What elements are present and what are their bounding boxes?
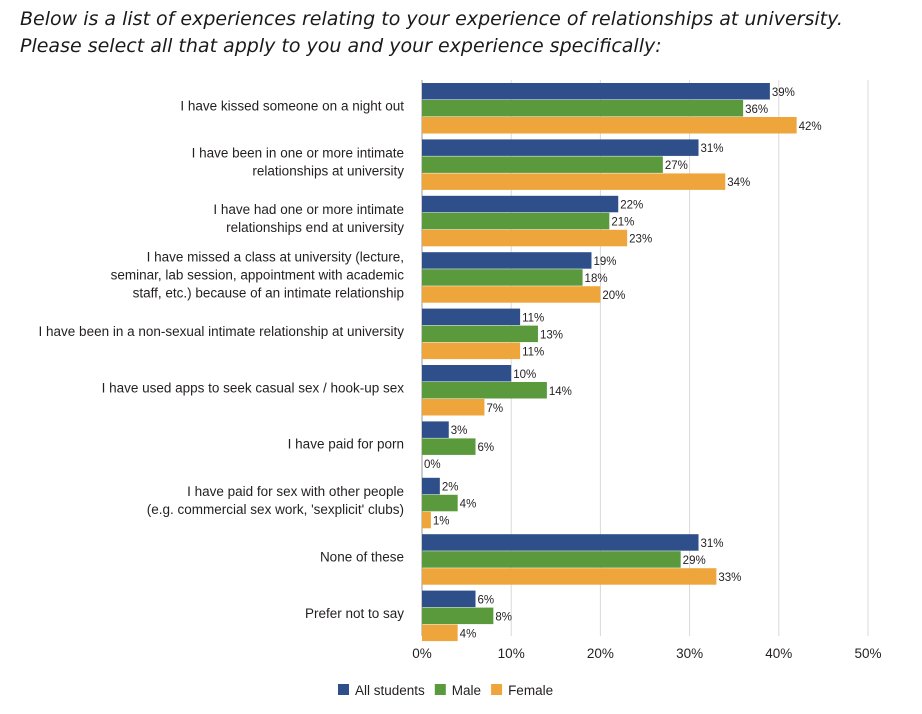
bar [422,195,619,213]
value-label: 6% [478,442,495,454]
legend: All students Male Female [338,683,553,698]
legend-label: Female [508,683,553,698]
category-label: Prefer not to say [305,606,404,621]
bar [422,252,592,269]
bar [422,83,770,100]
bar [422,100,744,117]
value-label: 39% [772,87,795,99]
value-label: 13% [540,329,563,341]
value-label: 11% [522,312,544,324]
bar [422,365,512,382]
value-label: 2% [442,482,459,494]
bar [422,534,699,551]
value-label: 34% [727,177,750,189]
bar [422,342,521,360]
value-label: 6% [478,594,495,606]
category-label: I have had one or more intimate [213,202,404,217]
value-label: 31% [701,143,724,155]
category-label: I have kissed someone on a night out [180,98,404,113]
bar [422,421,449,438]
x-axis-ticks: 0% 10% 20% 30% 40% 50% [412,646,881,661]
category-label: seminar, lab session, appointment with a… [111,267,405,282]
bar [422,117,797,134]
bar [422,494,458,512]
x-tick-label: 0% [412,646,432,661]
value-label: 1% [433,516,450,528]
legend-swatch [491,684,503,695]
category-label: I have been in a non-sexual intimate rel… [39,324,405,339]
value-label: 10% [513,369,536,381]
question-text: Below is a list of experiences relating … [20,8,843,57]
bar [422,382,547,399]
category-labels: I have kissed someone on a night out I ha… [39,98,405,621]
category-label: (e.g. commercial sex work, 'sexplicit' c… [147,502,404,517]
bar [422,269,583,286]
x-tick-label: 10% [498,646,525,661]
bar [422,325,538,343]
value-label: 4% [460,628,477,640]
value-label: 27% [665,160,688,172]
category-label: None of these [320,549,404,564]
legend-label: Male [452,683,481,698]
value-label: 3% [451,425,468,437]
value-label: 20% [602,290,625,302]
category-label: I have missed a class at university (lec… [147,249,404,264]
value-label: 11% [522,346,544,358]
bar [422,624,458,642]
bars [422,83,797,642]
bar [422,551,681,568]
x-tick-label: 40% [765,646,792,661]
category-label: I have been in one or more intimate [192,146,404,161]
value-label: 8% [495,611,512,623]
category-label: I have used apps to seek casual sex / ho… [102,380,405,395]
value-label: 14% [549,386,572,398]
x-tick-label: 20% [587,646,614,661]
value-label: 4% [460,499,477,511]
value-label: 21% [611,217,634,229]
bar [422,229,628,247]
value-label: 23% [629,234,652,246]
legend-label: All students [355,683,425,698]
bar [422,511,431,529]
category-label: relationships end at university [226,220,404,235]
bar [422,286,601,303]
x-tick-label: 30% [676,646,703,661]
category-label: relationships at university [252,164,404,179]
category-label: I have paid for porn [288,437,404,452]
value-label: 36% [745,104,768,116]
bar [422,399,485,416]
category-label: I have paid for sex with other people [187,484,404,499]
value-label: 0% [424,459,441,471]
value-label: 42% [799,121,822,133]
bar [422,308,521,326]
bar [422,477,440,495]
value-label: 19% [593,256,616,268]
value-label: 22% [620,200,643,212]
bar [422,139,699,156]
value-label: 33% [718,572,741,584]
bar [422,212,610,230]
bar [422,173,726,190]
value-label: 29% [683,555,706,567]
bar [422,590,476,608]
bar [422,607,494,625]
legend-swatch [338,684,349,695]
x-tick-label: 50% [854,646,881,661]
value-label: 18% [585,273,608,285]
value-label: 7% [486,403,503,415]
bar [422,156,663,173]
category-label: staff, etc.) because of an intimate rela… [133,285,404,300]
bar [422,438,476,455]
value-label: 31% [701,538,724,550]
legend-swatch [434,684,446,695]
value-labels: 39% 36% 42% 31% 27% 34% 22% 21% 23% 19% 18% 20% 11% 1… [424,87,822,641]
bar [422,568,717,585]
